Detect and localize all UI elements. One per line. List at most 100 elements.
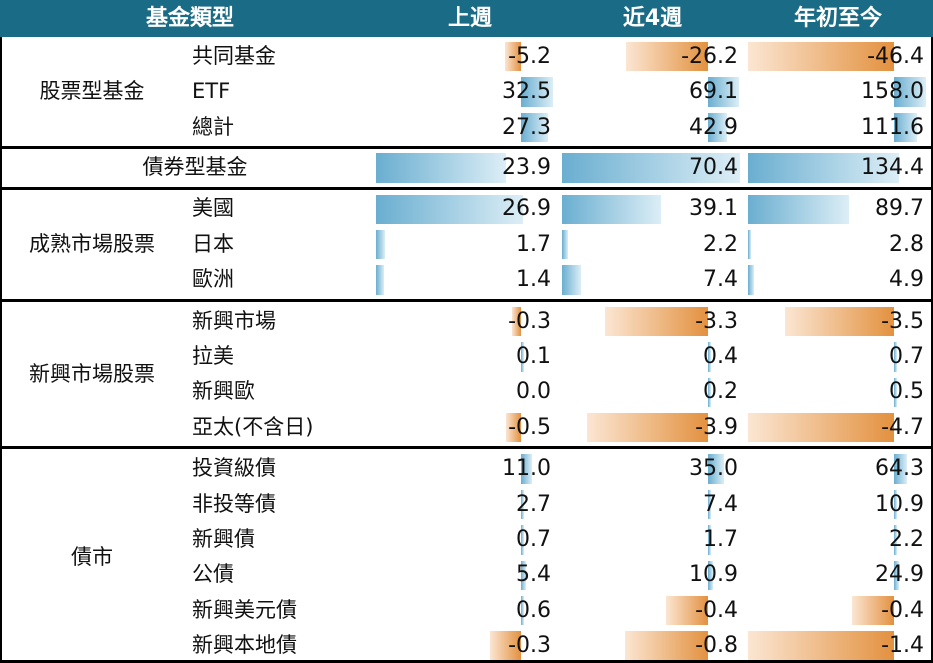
flow-bar [893, 377, 897, 407]
group-divider [0, 186, 933, 190]
group-label: 股票型基金 [39, 79, 145, 104]
flow-value: 4.9 [889, 267, 924, 293]
flow-bar [748, 153, 900, 183]
flow-value: 27.3 [502, 114, 551, 140]
flow-value: 69.1 [689, 79, 738, 105]
flow-value: 7.4 [703, 267, 738, 293]
left-border [0, 37, 2, 663]
flow-bar [707, 342, 711, 372]
flow-bar [521, 596, 525, 626]
group-label: 債券型基金 [142, 154, 248, 179]
flow-bar [893, 525, 897, 555]
flow-value: 1.7 [516, 231, 551, 257]
flow-bar [376, 153, 507, 183]
table-header: 基金類型 上週 近4週 年初至今 [0, 0, 933, 37]
flow-bar [490, 631, 522, 661]
flow-value: 0.4 [703, 343, 738, 369]
header-last-week: 上週 [447, 6, 492, 31]
group-label: 新興市場股票 [29, 361, 155, 386]
flow-value: 26.9 [502, 196, 551, 222]
row-label: 歐洲 [192, 267, 234, 292]
flow-value: -0.4 [695, 597, 738, 623]
flow-value: 7.4 [703, 491, 738, 517]
row-label: 新興歐 [192, 379, 255, 404]
flow-value: 2.7 [516, 491, 551, 517]
flow-value: 32.5 [502, 79, 551, 105]
flow-bar [521, 525, 525, 555]
group-label: 成熟市場股票 [29, 231, 155, 256]
row-label: 共同基金 [192, 43, 276, 68]
flow-value: 2.2 [703, 231, 738, 257]
flow-bar [707, 525, 711, 555]
group-divider [0, 446, 933, 450]
flow-value: 1.4 [516, 267, 551, 293]
flow-bar [605, 306, 708, 337]
header-4-weeks: 近4週 [622, 6, 683, 31]
flow-bar [707, 489, 712, 520]
row-label: 美國 [192, 196, 234, 221]
flow-bar [562, 265, 581, 295]
flow-value: -3.3 [695, 308, 738, 334]
flow-value: 35.0 [689, 456, 738, 482]
flow-bar [511, 306, 522, 337]
table-bottom-border [0, 660, 933, 663]
flow-value: -0.5 [508, 414, 551, 440]
flow-value: 0.2 [703, 379, 738, 405]
flow-value: 5.4 [516, 562, 551, 588]
flow-bar [785, 306, 894, 337]
flow-bar [707, 112, 728, 143]
row-label: 新興市場 [192, 308, 276, 333]
header-fund-type: 基金類型 [145, 6, 234, 31]
flow-bar [625, 42, 708, 72]
flow-bar [586, 413, 708, 443]
flow-value: 24.9 [875, 562, 924, 588]
flow-bar [748, 194, 850, 224]
flow-bar [562, 194, 661, 224]
group-label: 債市 [71, 544, 113, 569]
flow-value: 23.9 [502, 154, 551, 180]
flow-value: -0.4 [881, 597, 924, 623]
right-border [931, 37, 933, 663]
row-label: 總計 [192, 114, 234, 139]
flow-bar [893, 342, 897, 372]
flow-bar [707, 560, 713, 590]
flow-value: -26.2 [681, 43, 738, 69]
flow-bar [376, 194, 523, 224]
flow-value: 11.0 [502, 456, 551, 482]
flow-bar [521, 560, 527, 590]
flow-value: 89.7 [875, 196, 924, 222]
flow-bar [562, 153, 740, 183]
flow-value: 0.5 [889, 379, 924, 405]
flow-value: 111.6 [861, 114, 924, 140]
flow-bar [852, 596, 894, 626]
flow-bar [893, 489, 897, 520]
flow-value: 10.9 [689, 562, 738, 588]
flow-value: -1.4 [881, 633, 924, 659]
flow-bar [504, 42, 522, 72]
flow-bar [893, 77, 926, 107]
group-divider [0, 146, 933, 150]
group-divider [0, 298, 933, 302]
flow-value: 0.6 [516, 597, 551, 623]
row-label: 投資級債 [192, 456, 276, 481]
row-label: 拉美 [192, 343, 234, 368]
flow-value: 1.7 [703, 526, 738, 552]
flow-value: 70.4 [689, 154, 738, 180]
flow-bar [893, 112, 917, 143]
row-label: 新興美元債 [192, 597, 297, 622]
flow-bar [521, 454, 532, 484]
flow-bar [521, 342, 525, 372]
row-label: 亞太(不含日) [192, 414, 314, 439]
row-label: 新興債 [192, 526, 255, 551]
flow-value: -46.4 [867, 43, 924, 69]
flow-bar [748, 265, 754, 295]
flow-bar [707, 377, 711, 407]
flow-bar [893, 454, 907, 484]
flow-value: 10.9 [875, 491, 924, 517]
flow-value: 2.2 [889, 526, 924, 552]
flow-value: 2.8 [889, 231, 924, 257]
flow-bar [562, 230, 568, 260]
row-label: 新興本地債 [192, 633, 297, 658]
flow-value: 0.1 [516, 343, 551, 369]
flow-bar [376, 265, 384, 295]
